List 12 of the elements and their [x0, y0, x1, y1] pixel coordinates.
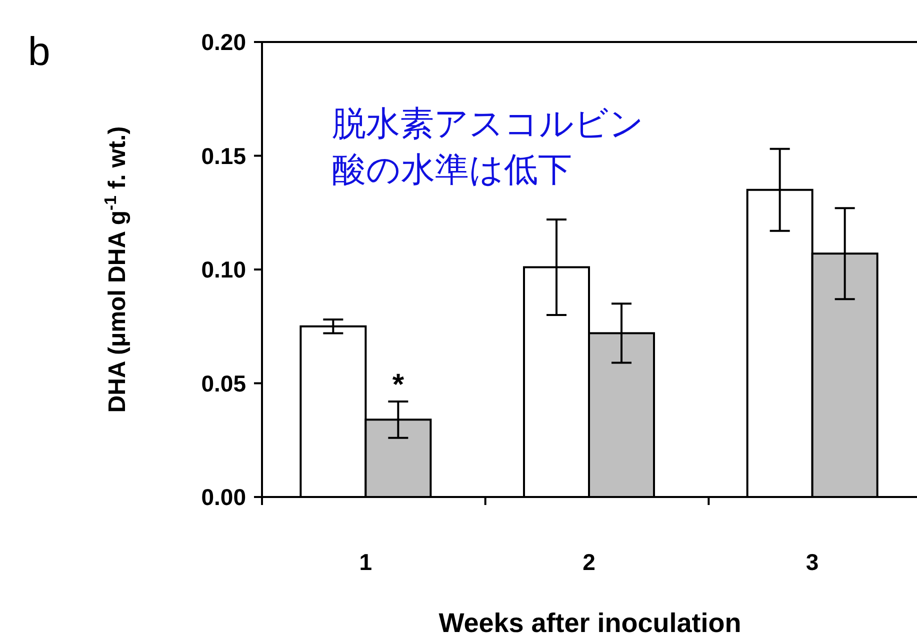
x-tick-label: 1: [359, 549, 372, 575]
y-tick-label: 0.10: [201, 256, 246, 283]
text: b: [28, 30, 50, 74]
y-tick-label: 0.20: [201, 29, 246, 56]
y-tick-label: 0.15: [201, 142, 246, 169]
x-axis-title: Weeks after inoculation: [438, 608, 742, 638]
x-tick-label: 3: [806, 549, 819, 575]
annotation: *: [392, 368, 404, 402]
y-tick-label: 0.05: [201, 370, 246, 396]
x-tick-label: 2: [582, 549, 596, 575]
y-tick-label: 0.00: [201, 484, 246, 510]
annotation: 脱水素アスコルビン酸の水準は低下: [332, 104, 644, 190]
